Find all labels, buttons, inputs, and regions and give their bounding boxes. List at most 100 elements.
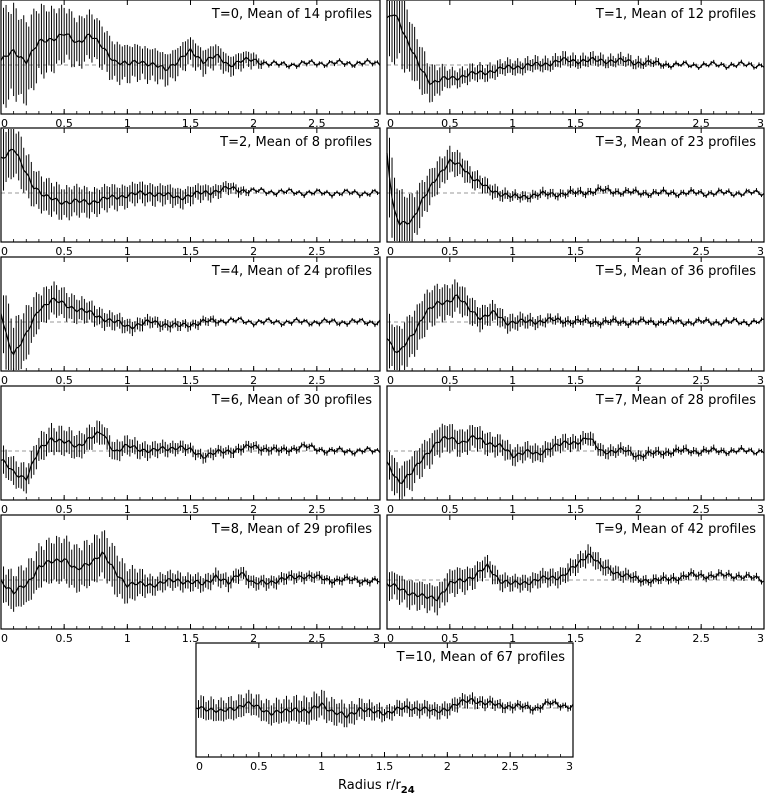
x-tick-label: 2 [635,503,642,516]
panel-title: T=1, Mean of 12 profiles [595,7,756,22]
x-axis-label: Radius r/r24 [338,778,415,796]
x-tick-label: 2 [250,245,257,258]
panel-title: T=3, Mean of 23 profiles [595,135,756,150]
x-tick-label: 3 [757,117,764,130]
profile-line [386,434,765,485]
x-tick-label: 1 [509,632,516,645]
panel-title-bg [168,390,376,408]
x-tick-label: 1 [509,374,516,387]
x-tick-label: 2.5 [692,632,710,645]
panel-3: T=3, Mean of 23 profiles 0 0.5 1 1.5 2 2.5 3 [386,127,765,258]
panel-5: T=5, Mean of 36 profiles 0 0.5 1 1.5 2 2.5 3 [386,256,765,387]
x-tick-label: 1 [124,117,131,130]
x-tick-label: 3 [373,503,380,516]
x-tick-label: 2.5 [692,503,710,516]
panel-title: T=2, Mean of 8 profiles [219,135,372,150]
x-tick-label: 2 [250,374,257,387]
profile-line [195,697,574,719]
panel-title: T=5, Mean of 36 profiles [595,264,756,279]
panel-title: T=9, Mean of 42 profiles [595,522,756,537]
x-tick-label: 0 [387,245,394,258]
x-tick-label: 1.5 [182,632,200,645]
panel-title: T=10, Mean of 67 profiles [396,650,566,665]
profile-line [0,148,381,206]
panel-8: T=8, Mean of 29 profiles 0 0.5 1 1.5 2 2.5 3 [0,514,381,645]
x-tick-label: 2 [635,632,642,645]
x-tick-label: 1.5 [376,760,394,773]
panel-2: T=2, Mean of 8 profiles 0 0.5 1 1.5 2 2.5 3 [0,127,381,258]
panel-title-bg [168,4,376,22]
x-tick-label: 0.5 [55,503,73,516]
panel-title: T=0, Mean of 14 profiles [211,7,372,22]
x-tick-label: 0 [387,503,394,516]
x-tick-label: 0.5 [441,245,459,258]
panel-title-bg [552,390,760,408]
x-tick-label: 2 [250,632,257,645]
profile-line [386,152,765,227]
profile-line [0,550,381,596]
x-tick-label: 3 [373,374,380,387]
x-tick-label: 1.5 [567,117,585,130]
x-tick-label: 1 [318,760,325,773]
panel-title: T=6, Mean of 30 profiles [211,393,372,408]
x-tick-label: 3 [373,632,380,645]
profile-line [386,14,765,86]
panel-title-bg [552,261,760,279]
panel-0: T=0, Mean of 14 profiles 0 0.5 1 1.5 2 2.5 3 [0,0,381,130]
x-tick-label: 1.5 [182,374,200,387]
x-tick-label: 0.5 [55,374,73,387]
panel-title-bg [168,261,376,279]
x-tick-label: 2.5 [692,374,710,387]
x-tick-label: 1.5 [182,117,200,130]
x-tick-label: 2 [635,374,642,387]
panel-10: T=10, Mean of 67 profiles 0 0.5 1 1.5 2 2.5 3 [195,642,574,773]
x-tick-label: 3 [373,117,380,130]
x-tick-label: 2.5 [308,632,326,645]
panel-title-bg [168,132,376,150]
x-tick-label: 0 [1,503,8,516]
x-tick-label: 2.5 [308,374,326,387]
x-tick-label: 2.5 [692,245,710,258]
panel-title-bg [552,4,760,22]
x-tick-label: 0.5 [55,245,73,258]
x-tick-label: 0 [387,632,394,645]
panel-title: T=4, Mean of 24 profiles [211,264,372,279]
x-tick-label: 2 [250,117,257,130]
x-tick-label: 2 [635,245,642,258]
x-tick-label: 1 [124,632,131,645]
x-tick-label: 1.5 [182,503,200,516]
x-tick-label: 0.5 [441,374,459,387]
x-tick-label: 3 [566,760,573,773]
x-tick-label: 1 [509,117,516,130]
profile-line [0,430,381,482]
x-tick-label: 0.5 [55,117,73,130]
x-tick-label: 2.5 [692,117,710,130]
profile-line [0,33,381,72]
panel-1: T=1, Mean of 12 profiles 0 0.5 1 1.5 2 2.5 3 [386,0,765,130]
panel-title-bg [552,519,760,537]
x-tick-label: 1.5 [567,632,585,645]
x-tick-label: 1.5 [182,245,200,258]
x-tick-label: 0.5 [441,117,459,130]
x-axis-label-text: Radius r/r [338,778,401,793]
x-tick-label: 3 [757,374,764,387]
x-tick-label: 0.5 [250,760,268,773]
x-tick-label: 1.5 [567,245,585,258]
panel-6: T=6, Mean of 30 profiles 0 0.5 1 1.5 2 2.5 3 [0,385,381,516]
profile-line [386,294,765,354]
x-tick-label: 0 [1,245,8,258]
profile-line [386,553,765,602]
x-tick-label: 0 [387,374,394,387]
x-axis-label-subscript: 24 [400,785,415,796]
x-tick-label: 2.5 [308,117,326,130]
x-tick-label: 1 [509,503,516,516]
x-tick-label: 0.5 [441,503,459,516]
panel-title-bg [361,647,569,665]
profile-line [0,297,381,356]
x-tick-label: 0.5 [55,632,73,645]
x-tick-label: 1 [124,503,131,516]
x-tick-label: 2 [444,760,451,773]
x-tick-label: 2.5 [308,245,326,258]
panel-title: T=8, Mean of 29 profiles [211,522,372,537]
